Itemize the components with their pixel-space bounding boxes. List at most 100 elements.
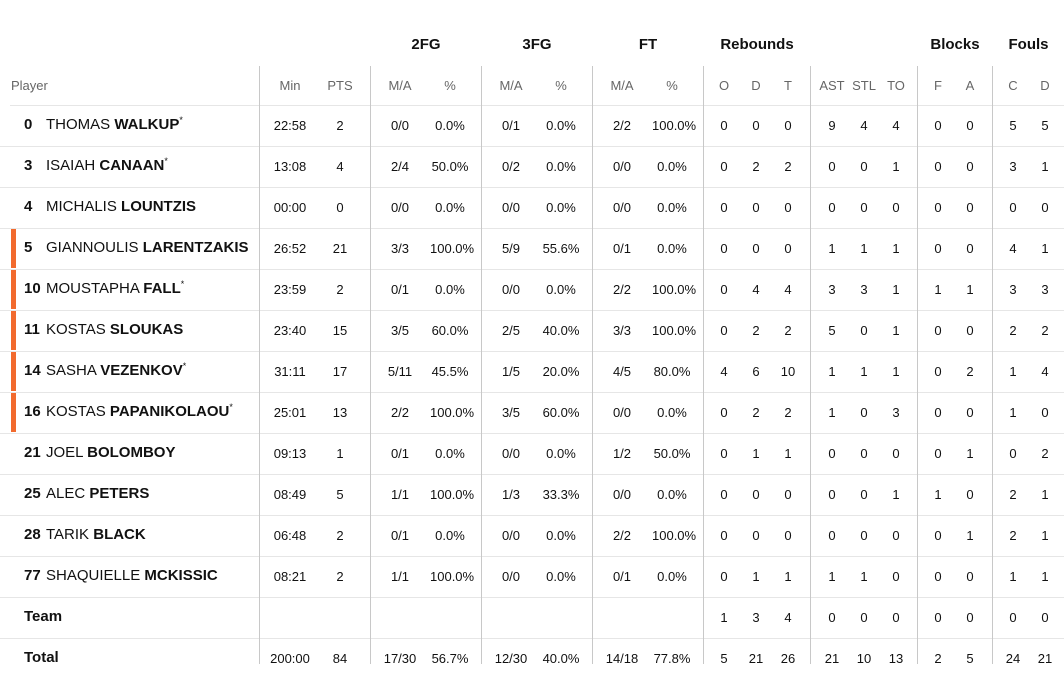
cell-min: 200:00 xyxy=(270,651,310,666)
table-row[interactable]: 14 SASHA VEZENKOV* 31:11 17 5/11 45.5% 1/5 20.0… xyxy=(0,352,1064,393)
player-number: 11 xyxy=(24,321,40,338)
cell-blk-f: 1 xyxy=(934,282,942,297)
cell-foul-d: 1 xyxy=(1041,528,1049,543)
cell-ast: 0 xyxy=(828,528,836,543)
cell-foul-d: 4 xyxy=(1041,364,1049,379)
cell-fg3-pct: 0.0% xyxy=(546,118,576,133)
col-2fg-ma[interactable]: M/A xyxy=(388,78,412,93)
col-reb-t[interactable]: T xyxy=(784,78,792,93)
table-row[interactable]: 77 SHAQUIELLE MCKISSIC 08:21 2 1/1 100.0% 0/0 0… xyxy=(0,557,1064,598)
player-first-name: ISAIAH xyxy=(46,157,96,174)
table-row[interactable]: 11 KOSTAS SLOUKAS 23:40 15 3/5 60.0% 2/5 40.0% 3… xyxy=(0,311,1064,352)
table-row[interactable]: 16 KOSTAS PAPANIKOLAOU* 25:01 13 2/2 100.0% 3/… xyxy=(0,393,1064,434)
table-row[interactable]: 21 JOEL BOLOMBOY 09:13 1 0/1 0.0% 0/0 0.0% 1/2 50… xyxy=(0,434,1064,475)
cell-fg2-ma: 0/1 xyxy=(390,528,410,543)
player-name-link[interactable]: SHAQUIELLE MCKISSIC xyxy=(46,567,218,584)
player-name-link[interactable]: SASHA VEZENKOV* xyxy=(46,361,186,379)
player-name-link[interactable]: ISAIAH CANAAN* xyxy=(46,156,168,174)
cell-reb-o: 0 xyxy=(720,282,728,297)
col-reb-o[interactable]: O xyxy=(718,78,730,93)
col-2fg-pct[interactable]: % xyxy=(444,78,456,93)
cell-fg3-ma: 1/3 xyxy=(501,487,521,502)
cell-reb-d: 0 xyxy=(752,118,760,133)
cell-fg2-pct: 60.0% xyxy=(431,323,469,338)
table-row[interactable]: 0 THOMAS WALKUP* 22:58 2 0/0 0.0% 0/1 0.0% 2/2 10… xyxy=(0,106,1064,147)
cell-fg3-pct: 0.0% xyxy=(546,200,576,215)
cell-to: 0 xyxy=(892,569,900,584)
col-3fg-ma[interactable]: M/A xyxy=(499,78,523,93)
group-blocks: Blocks xyxy=(930,36,980,53)
cell-blk-f: 0 xyxy=(934,446,942,461)
col-min[interactable]: Min xyxy=(279,78,301,93)
table-row[interactable]: 5 GIANNOULIS LARENTZAKIS 26:52 21 3/3 100.0% 5… xyxy=(0,229,1064,270)
cell-stl: 3 xyxy=(860,282,868,297)
player-name-link[interactable]: THOMAS WALKUP* xyxy=(46,115,183,133)
table-row[interactable]: 3 ISAIAH CANAAN* 13:08 4 2/4 50.0% 0/2 0.0% 0/0 0… xyxy=(0,147,1064,188)
cell-blk-a: 2 xyxy=(966,364,974,379)
cell-blk-f: 0 xyxy=(934,118,942,133)
player-name-link[interactable]: MICHALIS LOUNTZIS xyxy=(46,198,196,215)
cell-ast: 9 xyxy=(828,118,836,133)
cell-foul-c: 0 xyxy=(1009,446,1017,461)
col-blk-f[interactable]: F xyxy=(934,78,942,93)
player-name-link[interactable]: JOEL BOLOMBOY xyxy=(46,444,175,461)
player-last-name: BOLOMBOY xyxy=(87,444,176,461)
table-row[interactable]: 4 MICHALIS LOUNTZIS 00:00 0 0/0 0.0% 0/0 0.0% 0/… xyxy=(0,188,1064,229)
player-name-link[interactable]: GIANNOULIS LARENTZAKIS xyxy=(46,239,249,256)
cell-ft-ma: 3/3 xyxy=(612,323,632,338)
cell-pts: 13 xyxy=(332,405,348,420)
cell-fg2-pct: 0.0% xyxy=(435,282,465,297)
cell-reb-d: 4 xyxy=(752,282,760,297)
col-ft-pct[interactable]: % xyxy=(666,78,678,93)
player-first-name: MOUSTAPHA xyxy=(46,280,140,297)
cell-stl: 4 xyxy=(860,118,868,133)
cell-foul-c: 24 xyxy=(1005,651,1021,666)
col-pts[interactable]: PTS xyxy=(327,78,353,93)
table-row[interactable]: 10 MOUSTAPHA FALL* 23:59 2 0/1 0.0% 0/0 0.0% 2/2… xyxy=(0,270,1064,311)
divider-misc xyxy=(810,66,811,664)
group-3fg: 3FG xyxy=(522,36,552,53)
cell-ft-pct: 100.0% xyxy=(652,323,697,338)
player-name-link[interactable]: KOSTAS SLOUKAS xyxy=(46,321,183,338)
col-foul-d[interactable]: D xyxy=(1040,78,1050,93)
col-stl[interactable]: STL xyxy=(852,78,876,93)
col-3fg-pct[interactable]: % xyxy=(555,78,567,93)
cell-fg3-pct: 40.0% xyxy=(542,651,580,666)
player-last-name: FALL xyxy=(143,280,181,297)
cell-min: 13:08 xyxy=(273,159,307,174)
cell-reb-o: 0 xyxy=(720,323,728,338)
cell-foul-d: 0 xyxy=(1041,405,1049,420)
player-number: 3 xyxy=(24,157,33,174)
cell-reb-o: 4 xyxy=(720,364,728,379)
player-number: 5 xyxy=(24,239,33,256)
col-reb-d[interactable]: D xyxy=(751,78,761,93)
column-group-headers: 2FG 3FG FT Rebounds Blocks Fouls xyxy=(0,0,1064,66)
col-player[interactable]: Player xyxy=(11,78,48,93)
table-row[interactable]: 28 TARIK BLACK 06:48 2 0/1 0.0% 0/0 0.0% 2/2 100.… xyxy=(0,516,1064,557)
cell-min: 23:59 xyxy=(273,282,307,297)
col-to[interactable]: TO xyxy=(887,78,905,93)
cell-reb-d: 0 xyxy=(752,241,760,256)
cell-reb-t: 26 xyxy=(780,651,796,666)
divider-3fg xyxy=(481,66,482,664)
player-first-name: JOEL xyxy=(46,444,83,461)
player-name-link[interactable]: ALEC PETERS xyxy=(46,485,149,502)
table-row[interactable]: 25 ALEC PETERS 08:49 5 1/1 100.0% 1/3 33.3% 0/0 0… xyxy=(0,475,1064,516)
cell-blk-f: 2 xyxy=(934,651,942,666)
cell-fg3-pct: 0.0% xyxy=(546,282,576,297)
col-blk-a[interactable]: A xyxy=(965,78,975,93)
player-name-link[interactable]: KOSTAS PAPANIKOLAOU* xyxy=(46,402,233,420)
cell-fg2-ma: 1/1 xyxy=(390,569,410,584)
starter-mark: * xyxy=(180,279,185,289)
player-name-link[interactable]: MOUSTAPHA FALL* xyxy=(46,279,185,297)
player-number: 4 xyxy=(24,198,33,215)
col-ast[interactable]: AST xyxy=(819,78,845,93)
cell-reb-t: 2 xyxy=(784,323,792,338)
col-ft-ma[interactable]: M/A xyxy=(610,78,634,93)
player-name-link[interactable]: TARIK BLACK xyxy=(46,526,146,543)
col-foul-c[interactable]: C xyxy=(1008,78,1018,93)
cell-ft-ma: 0/0 xyxy=(612,487,632,502)
player-last-name: WALKUP xyxy=(114,116,180,133)
team-row: Team 1 3 4 0 0 0 0 0 0 0 xyxy=(0,598,1064,639)
cell-reb-t: 2 xyxy=(784,405,792,420)
